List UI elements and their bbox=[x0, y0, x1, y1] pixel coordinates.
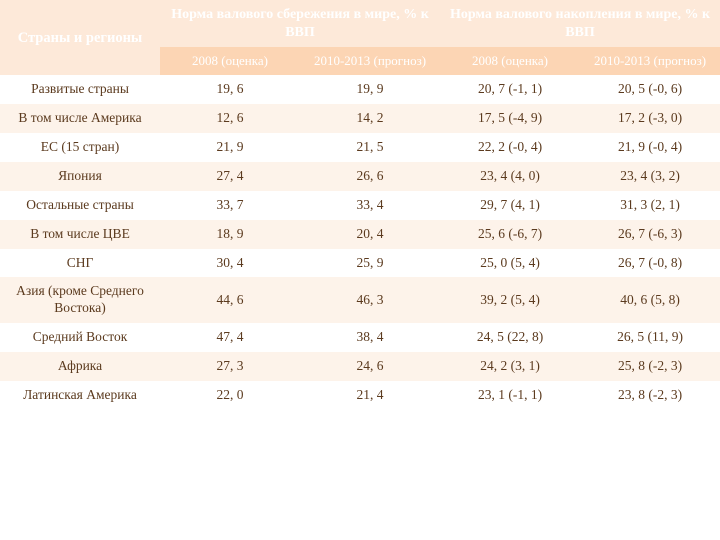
cell: 23, 1 (-1, 1) bbox=[440, 381, 580, 410]
table-row: Азия (кроме Среднего Востока) 44, 6 46, … bbox=[0, 277, 720, 323]
table-row: Развитые страны 19, 6 19, 9 20, 7 (-1, 1… bbox=[0, 75, 720, 104]
cell: 20, 4 bbox=[300, 220, 440, 249]
row-label: Япония bbox=[0, 162, 160, 191]
cell: 46, 3 bbox=[300, 277, 440, 323]
cell: 25, 6 (-6, 7) bbox=[440, 220, 580, 249]
savings-accumulation-table: Страны и регионы Норма валового сбережен… bbox=[0, 0, 720, 410]
cell: 21, 9 bbox=[160, 133, 300, 162]
table-row: СНГ 30, 4 25, 9 25, 0 (5, 4) 26, 7 (-0, … bbox=[0, 249, 720, 278]
cell: 21, 9 (-0, 4) bbox=[580, 133, 720, 162]
cell: 29, 7 (4, 1) bbox=[440, 191, 580, 220]
row-label: Остальные страны bbox=[0, 191, 160, 220]
col-group-accumulation: Норма валового накопления в мире, % к ВВ… bbox=[440, 0, 720, 47]
cell: 27, 4 bbox=[160, 162, 300, 191]
cell: 40, 6 (5, 8) bbox=[580, 277, 720, 323]
table-row: Средний Восток 47, 4 38, 4 24, 5 (22, 8)… bbox=[0, 323, 720, 352]
cell: 30, 4 bbox=[160, 249, 300, 278]
table-row: Латинская Америка 22, 0 21, 4 23, 1 (-1,… bbox=[0, 381, 720, 410]
header-row-1: Страны и регионы Норма валового сбережен… bbox=[0, 0, 720, 47]
col-2010-1: 2010-2013 (прогноз) bbox=[300, 47, 440, 75]
cell: 21, 4 bbox=[300, 381, 440, 410]
cell: 20, 5 (-0, 6) bbox=[580, 75, 720, 104]
cell: 18, 9 bbox=[160, 220, 300, 249]
cell: 22, 0 bbox=[160, 381, 300, 410]
cell: 25, 8 (-2, 3) bbox=[580, 352, 720, 381]
cell: 19, 6 bbox=[160, 75, 300, 104]
table-row: Остальные страны 33, 7 33, 4 29, 7 (4, 1… bbox=[0, 191, 720, 220]
cell: 23, 8 (-2, 3) bbox=[580, 381, 720, 410]
cell: 26, 7 (-6, 3) bbox=[580, 220, 720, 249]
cell: 12, 6 bbox=[160, 104, 300, 133]
cell: 33, 4 bbox=[300, 191, 440, 220]
table-row: В том числе ЦВЕ 18, 9 20, 4 25, 6 (-6, 7… bbox=[0, 220, 720, 249]
table-row: Африка 27, 3 24, 6 24, 2 (3, 1) 25, 8 (-… bbox=[0, 352, 720, 381]
cell: 39, 2 (5, 4) bbox=[440, 277, 580, 323]
cell: 21, 5 bbox=[300, 133, 440, 162]
row-label: Средний Восток bbox=[0, 323, 160, 352]
col-2008-1: 2008 (оценка) bbox=[160, 47, 300, 75]
row-header-label: Страны и регионы bbox=[0, 0, 160, 75]
cell: 23, 4 (3, 2) bbox=[580, 162, 720, 191]
row-label: Латинская Америка bbox=[0, 381, 160, 410]
row-label: Развитые страны bbox=[0, 75, 160, 104]
cell: 25, 9 bbox=[300, 249, 440, 278]
cell: 22, 2 (-0, 4) bbox=[440, 133, 580, 162]
col-2008-2: 2008 (оценка) bbox=[440, 47, 580, 75]
cell: 24, 5 (22, 8) bbox=[440, 323, 580, 352]
cell: 20, 7 (-1, 1) bbox=[440, 75, 580, 104]
cell: 26, 6 bbox=[300, 162, 440, 191]
row-label: ЕС (15 стран) bbox=[0, 133, 160, 162]
cell: 19, 9 bbox=[300, 75, 440, 104]
cell: 38, 4 bbox=[300, 323, 440, 352]
cell: 25, 0 (5, 4) bbox=[440, 249, 580, 278]
cell: 26, 5 (11, 9) bbox=[580, 323, 720, 352]
cell: 17, 5 (-4, 9) bbox=[440, 104, 580, 133]
row-label: В том числе ЦВЕ bbox=[0, 220, 160, 249]
row-label: Азия (кроме Среднего Востока) bbox=[0, 277, 160, 323]
col-2010-2: 2010-2013 (прогноз) bbox=[580, 47, 720, 75]
table-row: В том числе Америка 12, 6 14, 2 17, 5 (-… bbox=[0, 104, 720, 133]
table-row: Япония 27, 4 26, 6 23, 4 (4, 0) 23, 4 (3… bbox=[0, 162, 720, 191]
cell: 33, 7 bbox=[160, 191, 300, 220]
cell: 44, 6 bbox=[160, 277, 300, 323]
cell: 24, 2 (3, 1) bbox=[440, 352, 580, 381]
cell: 23, 4 (4, 0) bbox=[440, 162, 580, 191]
row-label: Африка bbox=[0, 352, 160, 381]
cell: 27, 3 bbox=[160, 352, 300, 381]
table-row: ЕС (15 стран) 21, 9 21, 5 22, 2 (-0, 4) … bbox=[0, 133, 720, 162]
row-label: СНГ bbox=[0, 249, 160, 278]
cell: 24, 6 bbox=[300, 352, 440, 381]
cell: 31, 3 (2, 1) bbox=[580, 191, 720, 220]
col-group-savings: Норма валового сбережения в мире, % к ВВ… bbox=[160, 0, 440, 47]
cell: 14, 2 bbox=[300, 104, 440, 133]
cell: 47, 4 bbox=[160, 323, 300, 352]
row-label: В том числе Америка bbox=[0, 104, 160, 133]
cell: 17, 2 (-3, 0) bbox=[580, 104, 720, 133]
cell: 26, 7 (-0, 8) bbox=[580, 249, 720, 278]
